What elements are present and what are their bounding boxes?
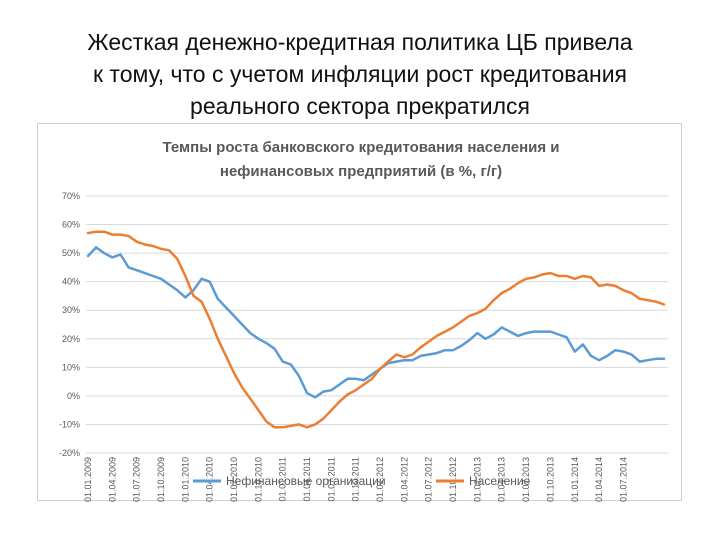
x-tick-label: 01.07.2012 (424, 457, 434, 502)
x-tick-label: 01.07.2013 (521, 457, 531, 502)
x-tick-label: 01.07.2014 (618, 457, 628, 502)
y-tick-label: 0% (67, 391, 80, 401)
x-tick-label: 01.01.2013 (472, 457, 482, 502)
x-tick-label: 01.10.2009 (156, 457, 166, 502)
chart-frame: Темпы роста банковского кредитования нас… (37, 123, 682, 502)
x-tick-label: 01.04.2012 (399, 457, 409, 502)
x-tick-label: 01.10.2010 (253, 457, 263, 502)
y-tick-label: 20% (62, 334, 80, 344)
slide-title: Жесткая денежно-кредитная политика ЦБ пр… (20, 26, 700, 122)
x-tick-label: 01.04.2013 (497, 457, 507, 502)
x-tick-label: 01.10.2013 (545, 457, 555, 502)
chart-title-line-2: нефинансовых предприятий (в %, г/г) (220, 163, 502, 180)
x-tick-label: 01.04.2009 (107, 457, 117, 502)
x-tick-label: 01.01.2012 (375, 457, 385, 502)
series-line-1 (86, 246, 666, 399)
series-line-2 (86, 230, 666, 429)
x-tick-label: 01.07.2010 (229, 457, 239, 502)
x-tick-label: 01.10.2011 (351, 457, 361, 501)
y-tick-label: 10% (62, 362, 80, 372)
x-tick-label: 01.04.2014 (594, 457, 604, 502)
y-tick-label: -20% (59, 448, 80, 458)
slide-title-line-3: реального сектора прекратился (190, 93, 530, 119)
x-tick-label: 01.04.2011 (302, 457, 312, 501)
x-tick-label: 01.01.2014 (570, 457, 580, 502)
x-tick-label: 01.01.2010 (180, 457, 190, 502)
slide-title-line-2: к тому, что с учетом инфляции рост креди… (92, 61, 628, 87)
y-tick-label: 70% (62, 191, 80, 201)
x-tick-label: 01.07.2011 (326, 457, 336, 501)
legend-label-1: Нефинансовые организации (226, 474, 386, 488)
line-chart: Темпы роста банковского кредитования нас… (59, 139, 668, 502)
y-tick-label: -10% (59, 419, 80, 429)
x-tick-label: 01.01.2009 (83, 457, 93, 502)
x-tick-label: 01.01.2011 (278, 457, 288, 501)
y-tick-label: 60% (62, 220, 80, 230)
x-tick-label: 01.07.2009 (132, 457, 142, 502)
slide-title-line-1: Жесткая денежно-кредитная политика ЦБ пр… (87, 29, 633, 55)
y-tick-label: 40% (62, 277, 80, 287)
legend-label-2: Население (469, 474, 531, 488)
y-tick-label: 30% (62, 305, 80, 315)
chart-title-line-1: Темпы роста банковского кредитования нас… (162, 139, 559, 156)
y-tick-label: 50% (62, 248, 80, 258)
